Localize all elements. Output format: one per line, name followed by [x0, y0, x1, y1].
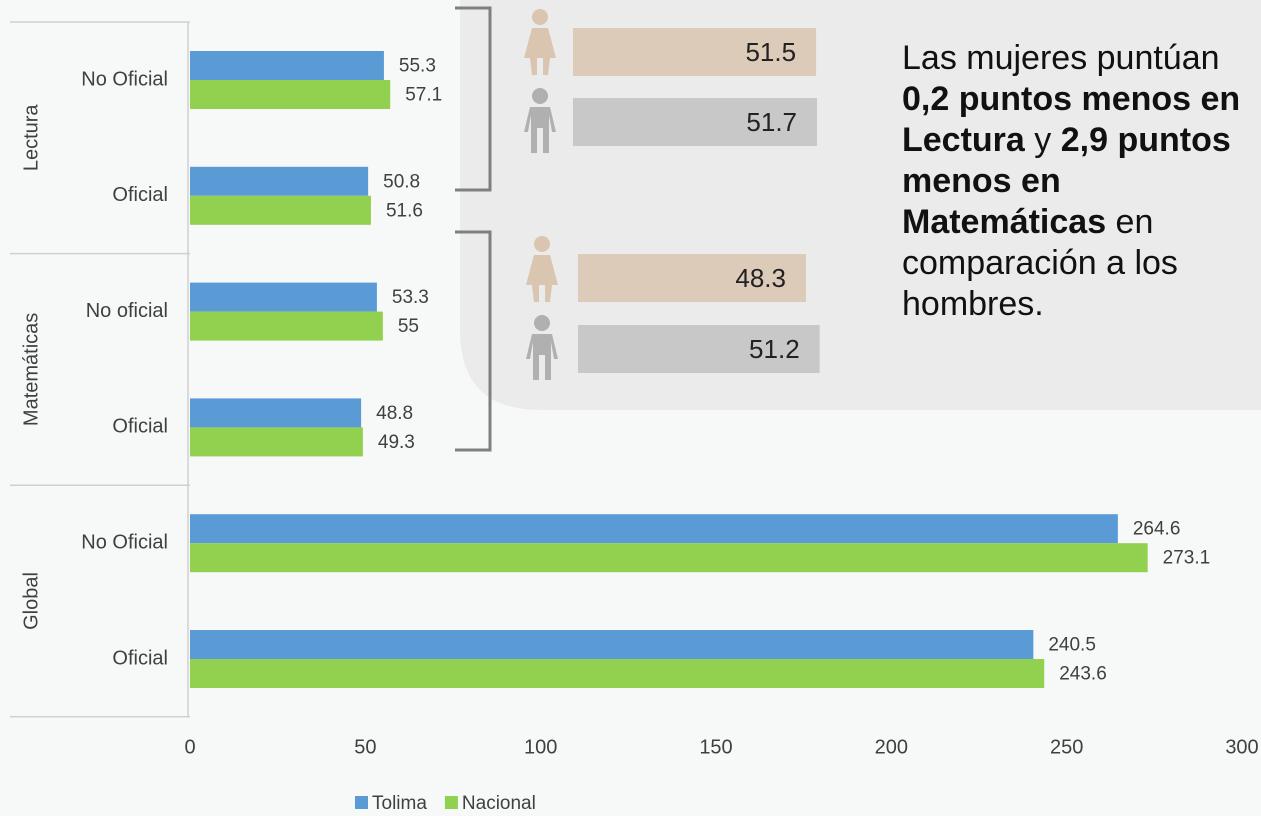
- female-icon: [524, 9, 556, 75]
- gender-bar: [573, 98, 818, 146]
- group-label: Lectura: [20, 104, 42, 172]
- bar: [190, 427, 363, 457]
- bar: [190, 514, 1118, 544]
- legend-swatch: [444, 796, 458, 809]
- gender-value-label: 51.5: [745, 37, 796, 67]
- bar: [190, 630, 1034, 659]
- bar: [190, 282, 377, 312]
- group-label: Global: [20, 572, 42, 630]
- legend-swatch: [355, 796, 368, 809]
- bar: [190, 659, 1045, 688]
- bar: [190, 80, 391, 109]
- x-tick-label: 250: [1050, 736, 1083, 758]
- value-label: 53.3: [392, 287, 429, 308]
- group-label: Matemáticas: [20, 313, 42, 426]
- bracket: [455, 230, 492, 452]
- gender-bar: [578, 325, 820, 373]
- value-label: 49.3: [378, 432, 415, 453]
- x-tick-label: 100: [524, 736, 557, 758]
- note-text: 2,9 puntos menos en Matemáticas: [902, 121, 1231, 241]
- category-label: No Oficial: [81, 531, 168, 553]
- x-tick-label: 150: [699, 736, 732, 758]
- value-label: 55: [398, 316, 419, 337]
- gender-value-label: 51.7: [746, 107, 797, 137]
- note: Las mujeres puntúan 0,2 puntos menos en …: [902, 38, 1261, 325]
- note-text: 0,2 puntos menos en Lectura: [902, 80, 1241, 159]
- category-label: Oficial: [112, 647, 168, 669]
- note-text: Las mujeres puntúan: [902, 39, 1220, 77]
- x-tick-label: 200: [875, 736, 908, 758]
- gender-bar: [573, 28, 817, 76]
- bar: [190, 543, 1148, 573]
- value-label: 243.6: [1059, 664, 1107, 685]
- value-label: 51.6: [386, 200, 423, 221]
- category-label: No Oficial: [81, 68, 168, 90]
- note-text: y: [1024, 121, 1061, 159]
- gender-bar: [578, 254, 806, 302]
- bar: [190, 51, 384, 80]
- female-icon: [526, 236, 558, 302]
- x-tick-label: 50: [354, 736, 376, 758]
- male-icon: [526, 315, 558, 380]
- legend-label: Tolima: [372, 793, 427, 814]
- note-text: en comparación a los hombres.: [902, 203, 1178, 323]
- gender-value-label: 51.2: [749, 334, 800, 364]
- value-label: 264.6: [1133, 519, 1181, 540]
- value-label: 57.1: [405, 85, 442, 106]
- value-label: 48.8: [376, 403, 413, 424]
- male-icon: [524, 88, 556, 153]
- bracket: [455, 6, 492, 192]
- x-tick-label: 300: [1225, 736, 1258, 758]
- bar: [190, 311, 383, 341]
- category-label: Oficial: [112, 184, 168, 206]
- bar: [190, 195, 371, 225]
- value-label: 240.5: [1048, 635, 1096, 656]
- value-label: 273.1: [1163, 548, 1211, 569]
- value-label: 55.3: [399, 56, 436, 77]
- legend-label: Nacional: [462, 793, 536, 814]
- gender-value-label: 48.3: [735, 263, 786, 293]
- value-label: 50.8: [383, 171, 420, 192]
- x-tick-label: 0: [184, 736, 195, 758]
- category-label: No oficial: [86, 300, 168, 322]
- bar: [190, 398, 362, 428]
- bar: [190, 166, 369, 196]
- category-label: Oficial: [112, 416, 168, 438]
